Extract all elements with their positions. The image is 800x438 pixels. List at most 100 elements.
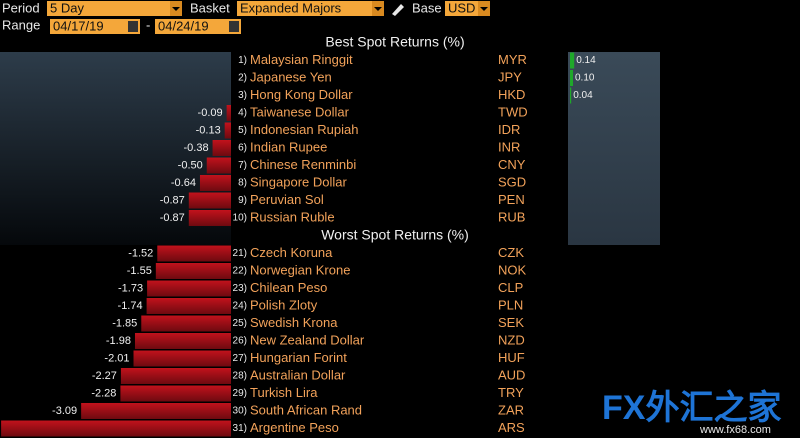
base-label: Base [412,0,442,15]
end-date[interactable]: 04/24/19 [158,18,209,33]
currency-name: Chinese Renminbi [250,157,356,172]
currency-name: New Zealand Dollar [250,332,365,347]
currency-code: ZAR [498,402,524,417]
currency-code: TWD [498,104,528,119]
currency-code: ARS [498,420,525,435]
currency-name: Russian Ruble [250,209,335,224]
rank: 24) [233,301,247,312]
currency-code: INR [498,139,520,154]
start-date-field[interactable] [50,19,140,34]
bar [133,350,231,367]
arrow-icon [374,7,382,11]
positive-panel [568,52,660,245]
bar [1,420,231,437]
value-label: -0.87 [160,194,185,206]
bar [134,333,231,349]
currency-name: Taiwanese Dollar [250,104,350,119]
currency-code: JPY [498,69,522,84]
value-label: -1.74 [118,300,143,312]
bar [147,280,231,297]
value-label: -1.52 [128,247,153,259]
currency-name: Swedish Krona [250,315,338,330]
currency-code: PEN [498,192,525,207]
value-label: 0.10 [575,73,595,84]
end-date-field[interactable] [155,19,241,34]
currency-code: RUB [498,209,525,224]
currency-code: HKD [498,87,525,102]
bar [188,210,231,226]
arrow-icon [480,7,488,11]
bar [81,403,231,419]
currency-name: Czech Koruna [250,245,333,260]
value-label: -2.28 [91,387,116,399]
period-value[interactable]: 5 Day [50,0,84,15]
rank: 25) [233,318,247,329]
bar [226,105,231,121]
bar [570,52,575,69]
bar [188,192,231,209]
currency-name: Turkish Lira [250,385,318,400]
currency-code: HUF [498,350,525,365]
bar [120,368,231,384]
bar [199,175,231,191]
value-label: -2.27 [92,370,117,382]
section-title: Best Spot Returns (%) [325,34,464,50]
currency-name: Japanese Yen [250,69,332,84]
bar [146,298,231,314]
rank: 1) [238,55,247,66]
currency-code: SGD [498,174,526,189]
currency-name: Polish Zloty [250,297,318,312]
currency-name: Chilean Peso [250,280,327,295]
currency-name: Hungarian Forint [250,350,347,365]
rank: 2) [238,73,247,84]
rank: 27) [233,353,247,364]
bar [206,157,231,174]
value-label: -1.98 [106,335,131,347]
start-date[interactable]: 04/17/19 [53,18,104,33]
currency-name: Argentine Peso [250,420,339,435]
currency-name: Australian Dollar [250,367,346,382]
watermark-brand: FX外汇之家 [602,389,781,427]
basket-dropdown[interactable] [237,1,384,16]
bar [224,122,231,139]
calendar-icon[interactable] [229,21,239,32]
bar [570,87,572,104]
value-label: -0.13 [196,124,221,136]
currency-name: South African Rand [250,402,362,417]
bar [120,385,231,402]
rank: 26) [233,336,247,347]
watermark-url: www.fx68.com [699,424,771,436]
rank: 3) [238,90,247,101]
base-value[interactable]: USD [448,0,475,15]
currency-name: Norwegian Krone [250,262,350,277]
basket-label: Basket [190,0,230,15]
rank: 28) [233,371,247,382]
rank: 23) [233,283,247,294]
basket-value[interactable]: Expanded Majors [240,0,342,15]
rank: 9) [238,195,247,206]
currency-code: CNY [498,157,526,172]
calendar-icon[interactable] [128,21,138,32]
bar [155,263,231,279]
value-label: -1.55 [127,265,152,277]
watermark-bg [598,382,800,438]
rank: 7) [238,160,247,171]
currency-name: Hong Kong Dollar [250,87,353,102]
currency-code: CZK [498,245,524,260]
value-label: -0.87 [160,212,185,224]
rank: 5) [238,125,247,136]
bar [570,70,573,86]
rank: 6) [238,143,247,154]
period-dropdown[interactable] [47,1,182,16]
currency-code: AUD [498,367,525,382]
section-title: Worst Spot Returns (%) [321,227,469,243]
value-label: -0.38 [183,142,208,154]
currency-name: Indian Rupee [250,139,327,154]
range-separator: - [146,17,150,32]
period-label: Period [2,0,40,15]
value-label: -3.09 [52,405,77,417]
currency-name: Malaysian Ringgit [250,52,353,67]
value-label: 0.14 [576,55,596,66]
arrow-icon [172,7,180,11]
edit-icon[interactable] [392,4,404,16]
